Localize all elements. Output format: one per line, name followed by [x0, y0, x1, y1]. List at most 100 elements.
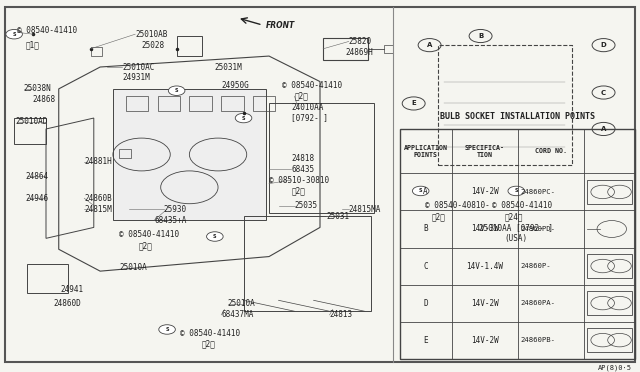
Text: 25010A: 25010A — [119, 263, 147, 272]
Text: © 08540-41410: © 08540-41410 — [492, 201, 552, 210]
Bar — [587, 328, 632, 352]
Circle shape — [168, 86, 185, 96]
Text: A: A — [601, 126, 606, 132]
Text: S: S — [12, 32, 16, 37]
Text: 68435+A: 68435+A — [154, 216, 187, 225]
Bar — [189, 96, 212, 111]
Circle shape — [6, 29, 22, 39]
Text: 24818: 24818 — [291, 154, 314, 163]
Text: 24010AA: 24010AA — [291, 103, 324, 112]
Bar — [91, 47, 102, 56]
Text: 25010A: 25010A — [228, 299, 255, 308]
Text: © 08540-41410: © 08540-41410 — [282, 81, 342, 90]
Text: FRONT: FRONT — [266, 20, 295, 30]
Text: 25930: 25930 — [164, 205, 187, 214]
Text: （2）: （2） — [294, 92, 308, 101]
Text: （2）: （2） — [202, 340, 216, 349]
Text: 24941: 24941 — [60, 285, 83, 294]
Text: © 08540-41410: © 08540-41410 — [180, 328, 240, 338]
Text: © 08540-41410: © 08540-41410 — [17, 26, 77, 35]
Text: （2）: （2） — [138, 241, 152, 250]
Circle shape — [412, 186, 429, 196]
Text: 24864: 24864 — [26, 172, 49, 181]
Bar — [125, 96, 148, 111]
Text: AP(8)0·5: AP(8)0·5 — [598, 365, 632, 371]
Text: D: D — [423, 299, 428, 308]
Text: 24815MA: 24815MA — [349, 205, 381, 214]
Bar — [587, 291, 632, 315]
Text: B: B — [478, 33, 483, 39]
Text: 24860B: 24860B — [84, 194, 112, 203]
Text: S: S — [515, 189, 518, 193]
Text: S: S — [242, 116, 245, 121]
Text: D: D — [601, 42, 607, 48]
Text: C: C — [601, 90, 606, 96]
Bar — [157, 96, 180, 111]
Bar — [221, 96, 244, 111]
Text: A: A — [427, 42, 432, 48]
Text: S: S — [165, 327, 169, 332]
FancyBboxPatch shape — [113, 89, 266, 220]
Text: 24860PD-: 24860PD- — [521, 226, 556, 232]
Text: C: C — [423, 262, 428, 270]
Bar — [399, 129, 636, 359]
Text: S: S — [175, 88, 179, 93]
Text: SPECIFICA-
TION: SPECIFICA- TION — [465, 145, 504, 158]
Text: BULB SOCKET INSTALLATION POINTS: BULB SOCKET INSTALLATION POINTS — [440, 112, 595, 121]
Text: E: E — [412, 100, 416, 106]
Text: 14V-3W: 14V-3W — [470, 224, 499, 234]
Text: 24860P-: 24860P- — [521, 263, 552, 269]
Text: © 08540-41410: © 08540-41410 — [119, 230, 179, 239]
Text: (USA): (USA) — [505, 234, 528, 243]
Circle shape — [508, 186, 525, 196]
Text: 25010AA [0792- ]: 25010AA [0792- ] — [479, 223, 554, 232]
Text: 14V-2W: 14V-2W — [470, 336, 499, 344]
Text: © 08510-30810: © 08510-30810 — [269, 176, 329, 185]
Text: B: B — [423, 224, 428, 234]
Text: 25031M: 25031M — [215, 62, 243, 71]
Text: S: S — [419, 189, 422, 193]
Text: S: S — [213, 234, 216, 239]
Text: 24868: 24868 — [32, 95, 55, 104]
Text: 25028: 25028 — [141, 41, 164, 49]
Text: 24950G: 24950G — [221, 81, 249, 90]
Text: 25038N: 25038N — [23, 84, 51, 93]
Text: 24813: 24813 — [330, 310, 353, 320]
Text: （24）: （24） — [505, 212, 524, 221]
Text: 24815M: 24815M — [84, 205, 112, 214]
Text: 14V-1.4W: 14V-1.4W — [466, 262, 503, 270]
Text: （2）: （2） — [291, 186, 305, 195]
Text: 24860PA-: 24860PA- — [521, 300, 556, 306]
Text: 24881H: 24881H — [84, 157, 112, 166]
Text: 68435: 68435 — [291, 164, 314, 174]
Text: 25010AB: 25010AB — [135, 30, 168, 39]
Text: （2）: （2） — [431, 212, 445, 221]
Text: 24931M: 24931M — [122, 73, 150, 83]
Text: 24860PC-: 24860PC- — [521, 189, 556, 195]
Circle shape — [207, 232, 223, 241]
Text: （1）: （1） — [26, 41, 40, 49]
Text: 25010AC: 25010AC — [122, 62, 155, 71]
Circle shape — [159, 325, 175, 334]
Text: 68437MA: 68437MA — [221, 310, 253, 320]
Bar — [587, 180, 632, 204]
Text: E: E — [423, 336, 428, 344]
Text: © 08540-40810-: © 08540-40810- — [425, 201, 490, 210]
Bar — [587, 254, 632, 278]
Bar — [119, 149, 131, 158]
Text: CORD NO.: CORD NO. — [534, 148, 566, 154]
Text: 25820: 25820 — [349, 37, 372, 46]
Text: [0792- ]: [0792- ] — [291, 113, 328, 122]
Bar — [384, 45, 394, 53]
Text: 24860D: 24860D — [54, 299, 81, 308]
Bar — [177, 36, 202, 56]
Bar — [253, 96, 275, 111]
Circle shape — [236, 113, 252, 123]
Text: 25010AD: 25010AD — [15, 117, 48, 126]
Text: 25035: 25035 — [294, 201, 317, 210]
Text: APPLICATION
POINTS: APPLICATION POINTS — [404, 145, 447, 158]
Text: A: A — [423, 187, 428, 196]
Text: 14V-2W: 14V-2W — [470, 299, 499, 308]
Text: 24860PB-: 24860PB- — [521, 337, 556, 343]
Text: 24946: 24946 — [26, 194, 49, 203]
